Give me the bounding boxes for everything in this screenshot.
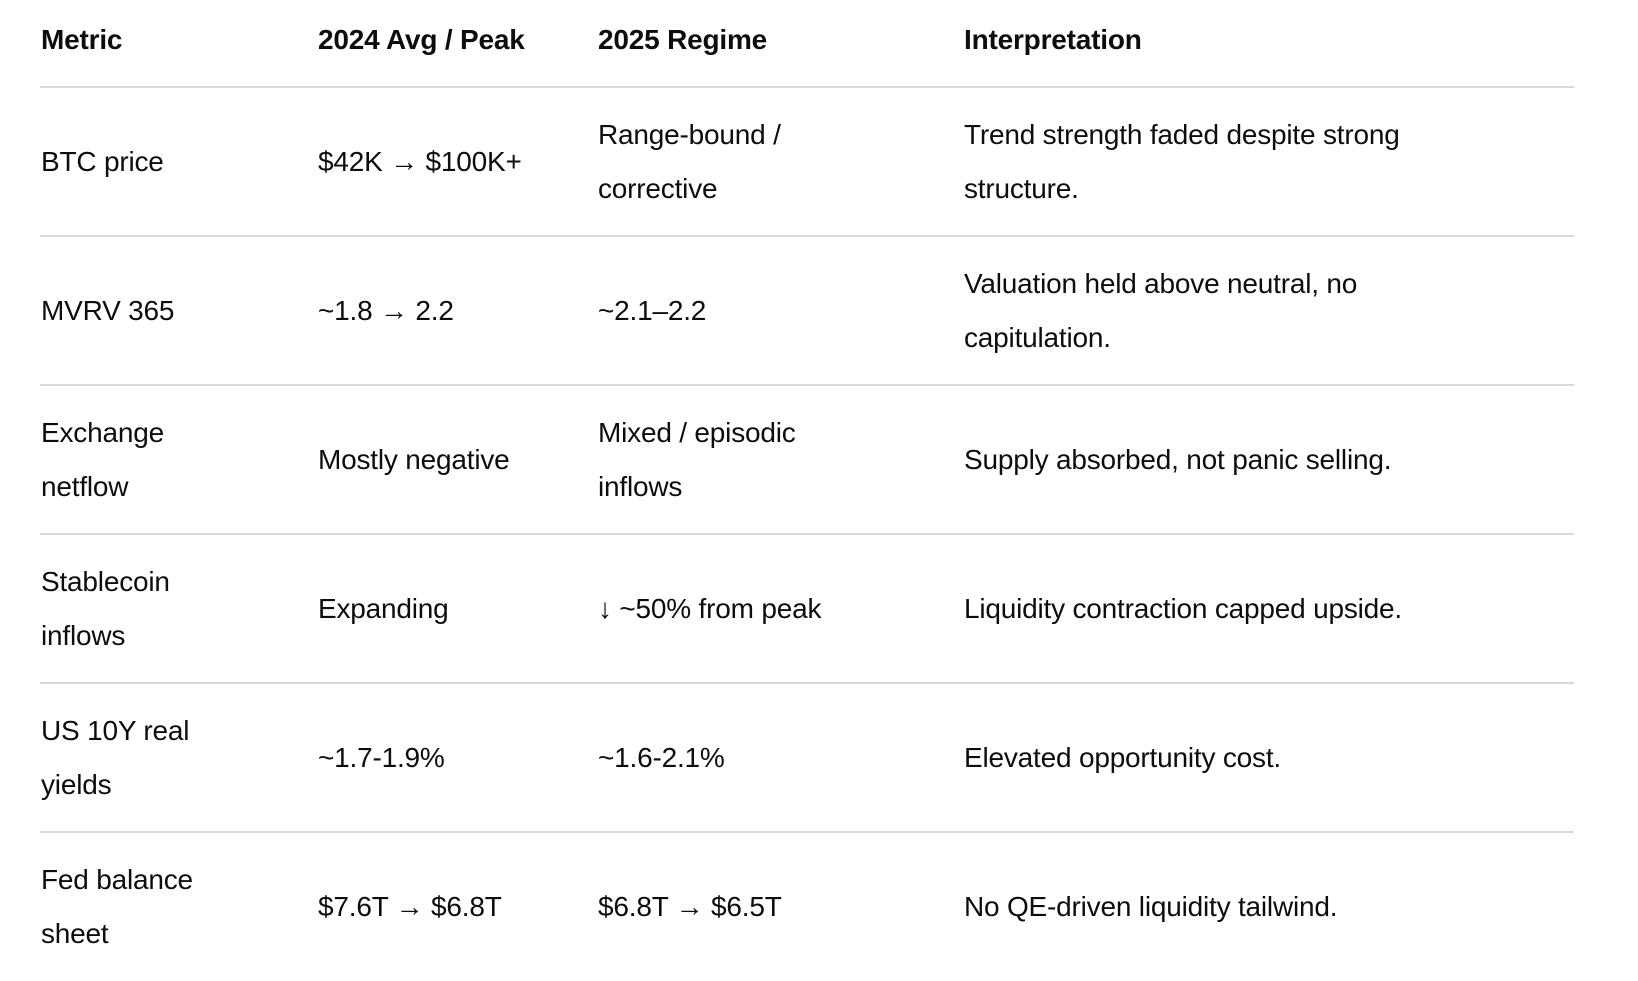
cell-2024-avg-peak: Expanding xyxy=(317,533,597,683)
cell-metric: Fed balance sheet xyxy=(40,831,317,981)
metrics-table-container: Metric 2024 Avg / Peak 2025 Regime Inter… xyxy=(40,0,1574,981)
column-header-metric: Metric xyxy=(41,24,123,55)
cell-interpretation: No QE-driven liquidity tailwind. xyxy=(963,831,1574,981)
cell-interpretation: Liquidity contraction capped upside. xyxy=(963,533,1574,683)
table-header: Metric 2024 Avg / Peak 2025 Regime Inter… xyxy=(40,0,1574,87)
table-body: BTC price $42K → $100K+ Range-bound / co… xyxy=(40,86,1574,981)
cell-2024-avg-peak: Mostly negative xyxy=(317,384,597,534)
table-row-fed-balance-sheet: Fed balance sheet $7.6T → $6.8T $6.8T → … xyxy=(40,831,1574,981)
cell-metric: US 10Y real yields xyxy=(40,682,317,832)
table-row-exchange-netflow: Exchange netflow Mostly negative Mixed /… xyxy=(40,384,1574,534)
cell-interpretation: Valuation held above neutral, no capitul… xyxy=(963,235,1574,385)
cell-metric: Exchange netflow xyxy=(40,384,317,534)
cell-metric: Stablecoin inflows xyxy=(40,533,317,683)
table-row-us-10y-real-yields: US 10Y real yields ~1.7-1.9% ~1.6-2.1% E… xyxy=(40,682,1574,832)
cell-2025-regime: Mixed / episodic inflows xyxy=(597,384,963,534)
table-row-mvrv-365: MVRV 365 ~1.8 → 2.2 ~2.1–2.2 Valuation h… xyxy=(40,235,1574,385)
cell-2025-regime: $6.8T → $6.5T xyxy=(597,831,963,981)
cell-interpretation: Elevated opportunity cost. xyxy=(963,682,1574,832)
table-row-btc-price: BTC price $42K → $100K+ Range-bound / co… xyxy=(40,86,1574,236)
cell-metric: BTC price xyxy=(40,86,317,236)
cell-2024-avg-peak: $42K → $100K+ xyxy=(317,86,597,236)
cell-2025-regime: Range-bound / corrective xyxy=(597,86,963,236)
table-row-stablecoin-inflows: Stablecoin inflows Expanding ↓ ~50% from… xyxy=(40,533,1574,683)
metrics-table: Metric 2024 Avg / Peak 2025 Regime Inter… xyxy=(40,0,1574,981)
column-header-interpretation: Interpretation xyxy=(964,24,1142,55)
column-header-2025-regime: 2025 Regime xyxy=(598,24,768,55)
cell-2024-avg-peak: $7.6T → $6.8T xyxy=(317,831,597,981)
cell-2024-avg-peak: ~1.7-1.9% xyxy=(317,682,597,832)
cell-2025-regime: ↓ ~50% from peak xyxy=(597,533,963,683)
cell-2024-avg-peak: ~1.8 → 2.2 xyxy=(317,235,597,385)
header-row: Metric 2024 Avg / Peak 2025 Regime Inter… xyxy=(40,0,1574,87)
cell-2025-regime: ~2.1–2.2 xyxy=(597,235,963,385)
column-header-2024-avg-peak: 2024 Avg / Peak xyxy=(318,24,525,55)
cell-interpretation: Supply absorbed, not panic selling. xyxy=(963,384,1574,534)
cell-metric: MVRV 365 xyxy=(40,235,317,385)
cell-2025-regime: ~1.6-2.1% xyxy=(597,682,963,832)
cell-interpretation: Trend strength faded despite strong stru… xyxy=(963,86,1574,236)
